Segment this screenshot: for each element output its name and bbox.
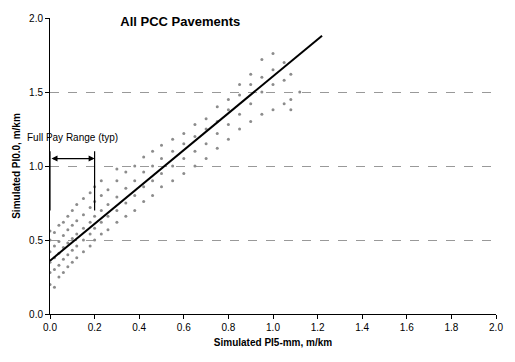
svg-text:1.0: 1.0 [266, 322, 280, 333]
svg-text:1.5: 1.5 [29, 87, 43, 98]
svg-text:0.4: 0.4 [132, 322, 146, 333]
svg-text:0.6: 0.6 [177, 322, 191, 333]
svg-text:1.2: 1.2 [311, 322, 325, 333]
svg-text:2.0: 2.0 [29, 13, 43, 24]
svg-text:All PCC Pavements: All PCC Pavements [120, 14, 240, 29]
svg-text:1.6: 1.6 [400, 322, 414, 333]
svg-text:1.0: 1.0 [29, 161, 43, 172]
svg-text:2.0: 2.0 [489, 322, 503, 333]
svg-text:1.4: 1.4 [355, 322, 369, 333]
svg-text:0.2: 0.2 [88, 322, 102, 333]
svg-text:1.8: 1.8 [444, 322, 458, 333]
svg-text:0.0: 0.0 [43, 322, 57, 333]
svg-text:0.8: 0.8 [221, 322, 235, 333]
svg-text:0.5: 0.5 [29, 235, 43, 246]
svg-text:0.0: 0.0 [29, 309, 43, 320]
svg-text:Simulated PI5-mm, m/km: Simulated PI5-mm, m/km [214, 337, 332, 348]
svg-text:Simulated PI0.0, m/km: Simulated PI0.0, m/km [11, 113, 22, 219]
svg-text:Full Pay Range (typ): Full Pay Range (typ) [27, 132, 118, 143]
